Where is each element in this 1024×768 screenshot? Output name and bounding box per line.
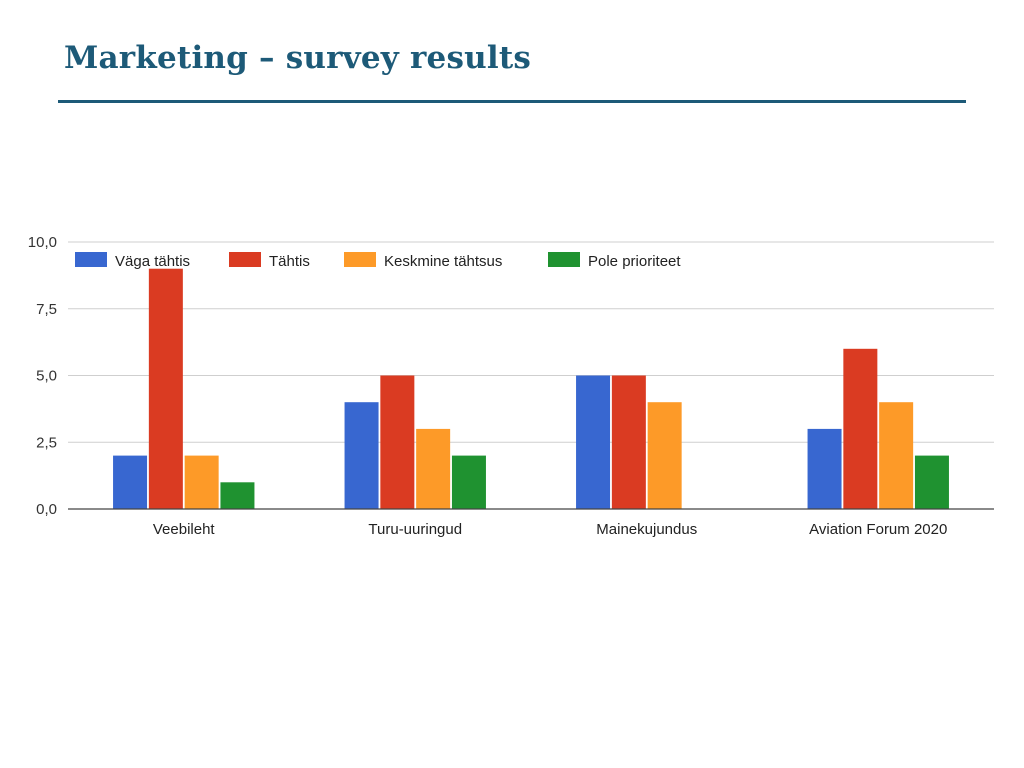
category-label: Veebileht bbox=[153, 521, 216, 538]
legend-label: Väga tähtis bbox=[115, 253, 190, 270]
legend-swatch bbox=[229, 252, 261, 267]
bar bbox=[344, 402, 379, 509]
y-tick-label: 2,5 bbox=[36, 434, 57, 451]
bar bbox=[380, 375, 415, 509]
bar bbox=[879, 402, 914, 509]
y-tick-label: 5,0 bbox=[36, 368, 57, 385]
bar bbox=[451, 455, 486, 509]
legend-swatch bbox=[344, 252, 376, 267]
legend-label: Tähtis bbox=[269, 253, 310, 270]
bar bbox=[576, 375, 611, 509]
bar bbox=[113, 455, 148, 509]
y-tick-label: 7,5 bbox=[36, 301, 57, 318]
bars bbox=[113, 268, 949, 509]
bar bbox=[184, 455, 219, 509]
title-divider bbox=[58, 100, 966, 103]
category-label: Mainekujundus bbox=[596, 521, 697, 538]
category-label: Turu-uuringud bbox=[368, 521, 462, 538]
bar bbox=[647, 402, 682, 509]
y-tick-label: 10,0 bbox=[28, 234, 57, 251]
bar bbox=[843, 348, 878, 509]
bar bbox=[220, 482, 255, 509]
category-labels: Veebileht Turu-uuringud Mainekujundus Aviat… bbox=[153, 521, 947, 538]
legend-swatch bbox=[548, 252, 580, 267]
legend: Väga tähtis Tähtis Keskmine tähtsus Pole pr… bbox=[75, 252, 681, 270]
bar bbox=[416, 428, 451, 509]
category-label: Aviation Forum 2020 bbox=[809, 521, 947, 538]
slide-title: Marketing – survey results bbox=[64, 40, 531, 76]
legend-swatch bbox=[75, 252, 107, 267]
bar bbox=[807, 428, 842, 509]
bar bbox=[914, 455, 949, 509]
y-axis-ticks: 0,0 2,5 5,0 7,5 10,0 bbox=[28, 234, 57, 518]
legend-label: Pole prioriteet bbox=[588, 253, 681, 270]
bar bbox=[148, 268, 183, 509]
legend-label: Keskmine tähtsus bbox=[384, 253, 502, 270]
bar bbox=[611, 375, 646, 509]
y-tick-label: 0,0 bbox=[36, 501, 57, 518]
